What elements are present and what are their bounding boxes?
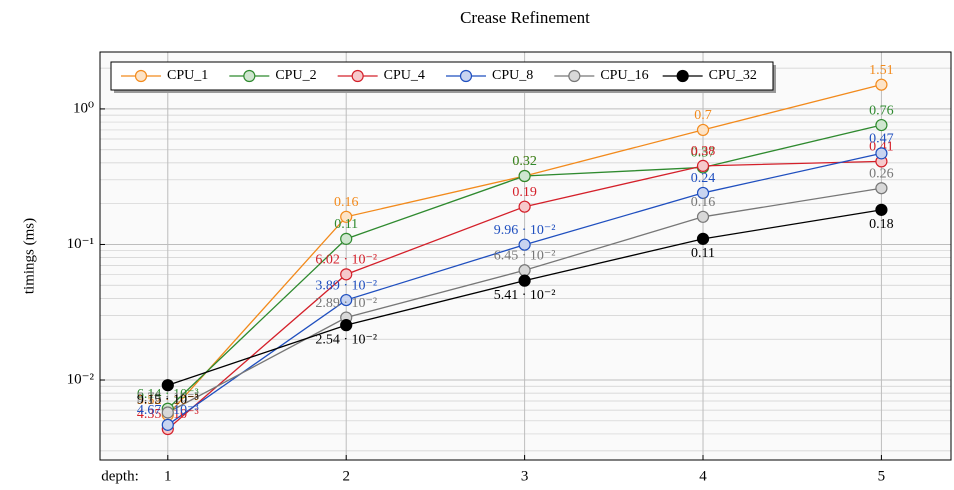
data-label: 5.76 · 10⁻³ [137, 391, 199, 406]
marker [340, 268, 353, 281]
chart-title: Crease Refinement [460, 8, 590, 27]
x-axis-label: depth: [101, 468, 139, 484]
marker [518, 200, 531, 213]
marker [518, 274, 531, 287]
data-label: 0.37 [691, 146, 716, 161]
data-label: 6.02 · 10⁻² [315, 253, 377, 268]
data-label: 1.51 [869, 63, 894, 78]
legend-marker [459, 69, 473, 83]
marker [696, 123, 710, 137]
data-label: 9.15 · 10⁻³ [137, 392, 199, 407]
data-label: 5.41 · 10⁻² [494, 288, 556, 303]
marker [161, 418, 174, 431]
data-label: 0.18 [869, 217, 894, 232]
data-label: 0.38 [691, 144, 716, 159]
y-tick-label: 10⁻² [67, 371, 95, 387]
legend-label: CPU_4 [384, 68, 425, 83]
data-label: 0.41 [869, 140, 894, 155]
data-label: 0.7 [694, 108, 712, 123]
data-label: 0.24 [691, 171, 716, 186]
data-label: 0.26 [869, 166, 894, 181]
data-label: 2.89 · 10⁻² [315, 296, 377, 311]
plot-area [100, 52, 951, 460]
legend-marker [676, 69, 689, 83]
data-label: 0.11 [691, 246, 715, 261]
axes-frame [99, 51, 952, 461]
marker [340, 210, 353, 223]
marker [340, 232, 353, 245]
legend-label: CPU_8 [492, 68, 533, 83]
data-label: 3.89 · 10⁻² [315, 278, 377, 293]
legend-label: CPU_32 [709, 68, 757, 83]
marker [696, 210, 710, 223]
marker [696, 159, 710, 172]
data-label: 6.14 · 10⁻³ [137, 387, 199, 402]
legend-marker [134, 69, 148, 83]
marker [875, 78, 888, 91]
data-label: 0.11 [334, 217, 358, 232]
legend-marker [243, 69, 256, 83]
marker [518, 264, 531, 277]
data-label: 2.54 · 10⁻² [315, 332, 377, 347]
y-tick-label: 10⁰ [73, 100, 94, 116]
marker [518, 169, 531, 183]
marker [875, 182, 888, 195]
data-label: 0.16 [334, 195, 359, 210]
legend-label: CPU_16 [600, 68, 648, 83]
marker [340, 319, 353, 332]
data-label: 0.76 [869, 103, 894, 118]
data-label: 6.45 · 10⁻² [494, 249, 556, 264]
x-tick-label: 3 [521, 468, 529, 484]
data-label: 0.19 [512, 185, 537, 200]
x-tick-label: 5 [878, 468, 886, 484]
data-label: 0.32 [512, 154, 537, 169]
marker [875, 203, 888, 216]
marker [340, 293, 353, 307]
data-label: 9.96 · 10⁻² [494, 223, 556, 238]
x-tick-label: 2 [342, 468, 350, 484]
marker [875, 118, 888, 132]
legend-marker [351, 69, 364, 83]
marker [696, 186, 710, 200]
marker [161, 379, 174, 392]
legend-label: CPU_1 [167, 68, 208, 83]
marker [518, 238, 531, 251]
x-tick-label: 4 [699, 468, 707, 484]
data-label: 5.52 · 10⁻³ [137, 393, 199, 408]
legend-marker [568, 69, 581, 83]
y-tick-label: 10⁻¹ [67, 236, 94, 252]
marker [696, 232, 710, 245]
data-label: 0.32 [512, 154, 537, 169]
y-axis-label: timings (ms) [21, 218, 37, 294]
data-label: 0.47 [869, 132, 894, 147]
data-label: 0.16 [691, 195, 716, 210]
x-tick-label: 1 [164, 468, 172, 484]
legend-label: CPU_2 [275, 68, 316, 83]
marker [875, 147, 888, 160]
marker [161, 406, 174, 419]
